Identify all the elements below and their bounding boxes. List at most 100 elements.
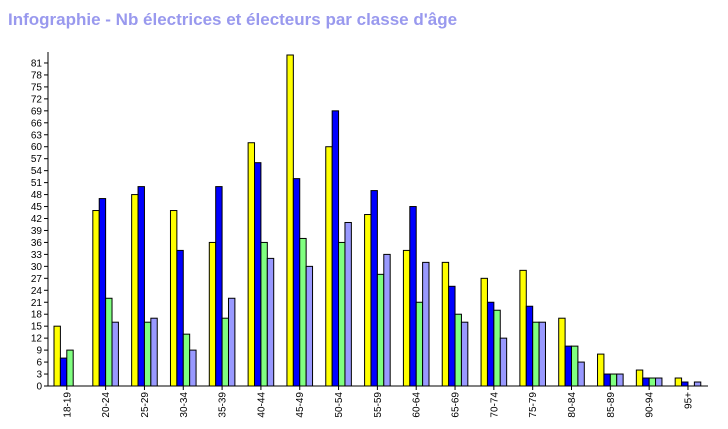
bar [642,377,650,387]
y-tick-label: 51 [31,178,43,189]
bar [383,253,391,387]
y-tick-label: 15 [31,322,43,333]
chart-title: Infographie - Nb électrices et électeurs… [8,10,458,29]
bar [454,313,462,387]
y-tick-label: 21 [31,298,43,309]
x-tick-label: 90-94 [645,392,656,418]
bar [92,210,100,387]
x-tick-label: 18-19 [62,392,73,418]
bar [331,110,340,387]
bar [655,377,663,387]
bar [681,381,689,387]
x-tick-label: 70-74 [489,392,500,418]
y-tick-label: 45 [31,202,43,213]
y-tick-label: 63 [31,130,43,141]
bar [66,349,74,387]
bar [577,361,585,387]
bar [59,357,68,387]
bar [169,210,178,387]
bar [143,321,152,387]
bar [227,297,236,387]
bar [325,146,333,387]
y-tick-label: 57 [31,154,43,165]
bar [448,285,456,387]
bar [208,241,217,387]
y-tick-label: 36 [31,238,43,249]
y-tick-label: 69 [31,106,43,117]
bar [460,321,469,387]
y-tick-label: 27 [31,274,43,285]
bars [53,54,702,387]
y-tick-label: 72 [31,94,43,105]
bar [338,241,346,387]
bar [364,214,372,387]
bar [571,345,579,387]
bar [519,269,527,387]
bar [53,325,61,387]
y-tick-label: 78 [31,70,43,81]
x-tick-label: 95+ [683,392,694,409]
y-tick-label: 75 [31,82,43,93]
bar [564,345,573,387]
y-tick-label: 54 [31,166,43,177]
x-tick-label: 25-29 [140,392,151,418]
y-tick-label: 66 [31,118,43,129]
axes [47,52,708,387]
bar [409,206,417,387]
x-tick-label: 20-24 [101,392,112,418]
bar [221,317,229,387]
bar [693,381,702,387]
x-tick-label: 35-39 [218,392,229,418]
y-tick-label: 3 [36,370,42,381]
x-tick-label: 80-84 [567,392,578,418]
bar [98,198,107,387]
bar [299,237,307,387]
bar [137,186,145,387]
x-tick-label: 55-59 [373,392,384,418]
x-tick-label: 40-44 [256,392,267,418]
bar [415,301,424,387]
bar [674,377,683,387]
y-tick-label: 6 [36,358,42,369]
bar [603,373,611,387]
bar [344,221,352,387]
bar [525,305,534,387]
bar [292,178,301,387]
bar [254,162,262,387]
y-tick-label: 24 [31,286,43,297]
bar [260,241,268,387]
y-tick-label: 12 [31,334,43,345]
y-tick-label: 81 [31,58,43,69]
x-tick-label: 50-54 [334,392,345,418]
bar [597,353,605,387]
bar [150,317,158,387]
bar [558,317,566,387]
bar [370,190,378,387]
y-tick-label: 48 [31,190,43,201]
y-tick-label: 18 [31,310,43,321]
x-tick-label: 85-89 [606,392,617,418]
bar [189,349,197,387]
bar [648,377,657,387]
x-tick-label: 60-64 [412,392,423,418]
bar [402,249,411,387]
bar [635,369,644,387]
bar [182,333,191,387]
x-tick-label: 30-34 [179,392,190,418]
bar [486,301,495,387]
bar [131,194,139,387]
x-tick-label: 45-49 [295,392,306,418]
y-axis-ticks: 0369121518212427303336394245485154576063… [31,58,48,393]
bar [532,321,540,387]
bar [111,321,119,387]
x-tick-label: 75-79 [528,392,539,418]
bar [305,265,314,387]
bar [609,373,618,387]
bar [493,309,501,387]
bar [376,273,385,387]
y-tick-label: 30 [31,262,43,273]
bar [538,321,546,387]
y-tick-label: 42 [31,214,43,225]
bar [422,261,430,387]
